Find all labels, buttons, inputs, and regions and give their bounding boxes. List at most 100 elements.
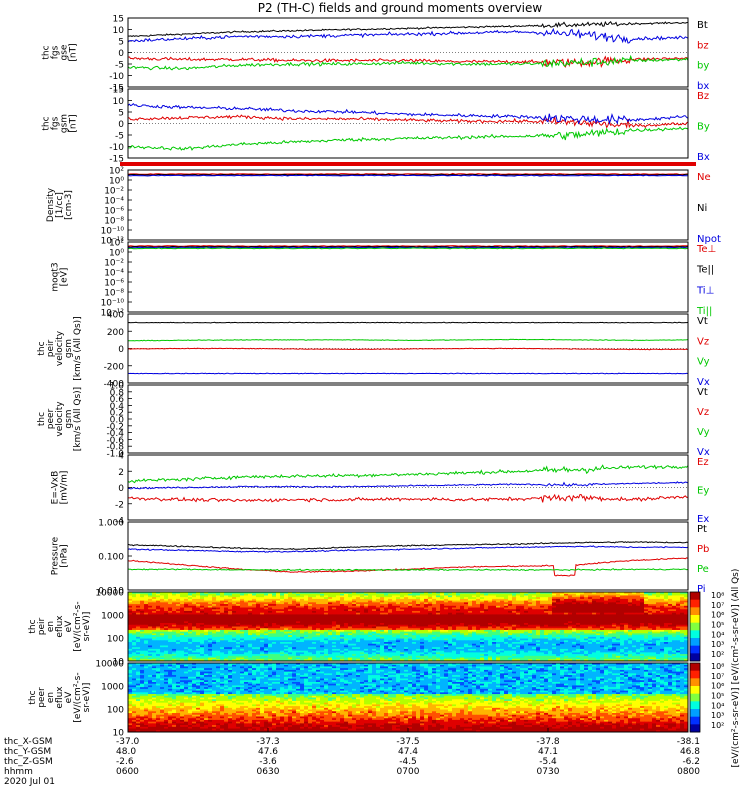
spectrogram-cell xyxy=(468,610,473,614)
spectrogram-cell xyxy=(244,614,249,617)
spectrogram-cell xyxy=(508,600,513,603)
spectrogram-cell xyxy=(328,643,333,646)
spectrogram-cell xyxy=(476,631,481,634)
spectrogram-cell xyxy=(216,640,221,643)
spectrogram-cell xyxy=(560,612,565,615)
spectrogram-cell xyxy=(296,636,301,640)
spectrogram-cell xyxy=(480,605,485,609)
spectrogram-cell xyxy=(388,610,393,614)
spectrogram-cell xyxy=(412,638,417,641)
spectrogram-cell xyxy=(448,621,453,624)
spectrogram-cell xyxy=(428,617,433,621)
spectrogram-cell xyxy=(332,616,337,619)
spectrogram-cell xyxy=(380,617,385,621)
spectrogram-cell xyxy=(560,624,565,627)
spectrogram-cell xyxy=(356,623,361,626)
spectrogram-cell xyxy=(288,621,293,624)
spectrogram-cell xyxy=(616,597,621,600)
spectrogram-cell xyxy=(152,623,157,626)
spectrogram-cell xyxy=(544,592,549,595)
spectrogram-cell xyxy=(432,645,437,648)
spectrogram-cell xyxy=(400,631,405,634)
spectrogram-cell xyxy=(576,617,581,621)
spectrogram-cell xyxy=(192,597,197,600)
spectrogram-cell xyxy=(328,604,333,607)
spectrogram-cell xyxy=(596,614,601,617)
spectrogram-cell xyxy=(624,614,629,617)
spectrogram-cell xyxy=(656,636,661,640)
spectrogram-cell xyxy=(204,609,209,612)
spectrogram-cell xyxy=(336,619,341,622)
spectrogram-cell xyxy=(588,633,593,636)
spectrogram-cell xyxy=(624,643,629,646)
spectrogram-cell xyxy=(412,610,417,614)
spectrogram-cell xyxy=(640,598,645,602)
spectrogram-cell xyxy=(332,633,337,636)
spectrogram-cell xyxy=(548,609,553,612)
spectrogram-cell xyxy=(468,616,473,619)
spectrogram-cell xyxy=(620,600,625,603)
spectrogram-cell xyxy=(456,617,461,621)
spectrogram-cell xyxy=(660,607,665,610)
spectrogram-cell xyxy=(636,629,641,633)
spectrogram-cell xyxy=(496,595,501,598)
spectrogram-cell xyxy=(288,598,293,602)
spectrogram-cell xyxy=(132,598,137,602)
spectrogram-cell xyxy=(508,619,513,622)
spectrogram-cell xyxy=(292,602,297,605)
spectrogram-cell xyxy=(448,616,453,619)
spectrogram-cell xyxy=(392,624,397,627)
spectrogram-cell xyxy=(268,643,273,646)
spectrogram-cell xyxy=(392,638,397,641)
spectrogram-cell xyxy=(220,598,225,602)
spectrogram-cell xyxy=(164,597,169,600)
spectrogram-cell xyxy=(576,609,581,612)
spectrogram-cell xyxy=(236,638,241,641)
spectrogram-cell xyxy=(616,593,621,596)
spectrogram-cell xyxy=(500,593,505,596)
spectrogram-cell xyxy=(656,619,661,622)
spectrogram-cell xyxy=(396,597,401,600)
spectrogram-cell xyxy=(140,636,145,640)
spectrogram-cell xyxy=(256,631,261,634)
spectrogram-cell xyxy=(268,614,273,617)
spectrogram-cell xyxy=(512,598,517,602)
spectrogram-cell xyxy=(636,633,641,636)
spectrogram-cell xyxy=(640,607,645,610)
spectrogram-cell xyxy=(304,631,309,634)
spectrogram-cell xyxy=(492,616,497,619)
spectrogram-cell xyxy=(456,643,461,646)
spectrogram-cell xyxy=(472,597,477,600)
spectrogram-cell xyxy=(584,643,589,646)
spectrogram-cell xyxy=(584,607,589,610)
spectrogram-cell xyxy=(460,628,465,631)
spectrogram-cell xyxy=(400,610,405,614)
spectrogram-cell xyxy=(664,602,669,605)
spectrogram-cell xyxy=(676,598,681,602)
spectrogram-cell xyxy=(172,626,177,629)
spectrogram-cell xyxy=(136,593,141,596)
spectrogram-cell xyxy=(292,597,297,600)
spectrogram-cell xyxy=(668,635,673,638)
spectrogram-cell xyxy=(636,619,641,622)
spectrogram-cell xyxy=(548,593,553,596)
spectrogram-cell xyxy=(284,610,289,614)
spectrogram-cell xyxy=(504,636,509,640)
spectrogram-cell xyxy=(144,643,149,646)
spectrogram-cell xyxy=(164,643,169,646)
spectrogram-cell xyxy=(244,604,249,607)
spectrogram-cell xyxy=(556,621,561,624)
spectrogram-cell xyxy=(584,604,589,607)
spectrogram-cell xyxy=(132,633,137,636)
spectrogram-cell xyxy=(128,614,133,617)
spectrogram-cell xyxy=(128,617,133,621)
spectrogram-cell xyxy=(324,623,329,626)
spectrogram-cell xyxy=(416,595,421,598)
spectrogram-cell xyxy=(580,638,585,641)
spectrogram-cell xyxy=(236,604,241,607)
spectrogram-cell xyxy=(368,624,373,627)
spectrogram-cell xyxy=(656,598,661,602)
spectrogram-cell xyxy=(368,628,373,631)
spectrogram-cell xyxy=(316,623,321,626)
spectrogram-cell xyxy=(428,631,433,634)
